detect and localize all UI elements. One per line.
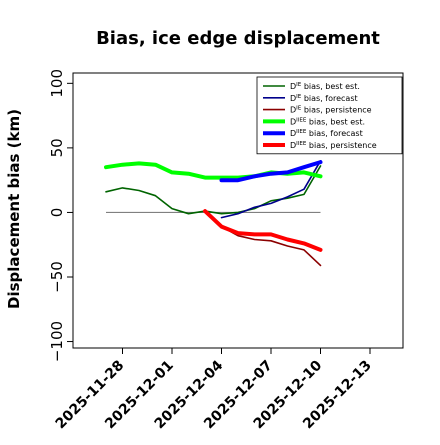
y-tick-label: 0 [48, 208, 66, 218]
legend-label-1: DIE bias, best est. [290, 82, 360, 91]
legend-label-6: DIIEE bias, persistence [290, 141, 377, 150]
plot-area [104, 160, 323, 267]
legend-box [256, 76, 403, 155]
series-line-6 [203, 209, 323, 252]
chart-title: Bias, ice edge displacement [96, 28, 380, 49]
plot-frame [72, 72, 404, 349]
legend-label-2: DIE bias, forecast [290, 94, 358, 103]
y-axis-label: Displacement bias (km) [5, 109, 23, 309]
y-tick-label: 50 [48, 138, 66, 157]
y-tick-label: 100 [48, 69, 66, 98]
legend: DIE bias, best est. DIE bias, forecast DIE… [256, 76, 403, 155]
legend-label-4: DIIEE bias, best est. [290, 117, 365, 126]
legend-label-5: DIIEE bias, forecast [290, 129, 363, 138]
legend-label-3: DIE bias, persistence [290, 106, 372, 115]
y-tick-label: −50 [48, 261, 66, 293]
series-line-2 [220, 160, 322, 219]
series-line-5 [219, 160, 323, 183]
y-tick-label: −100 [48, 321, 66, 362]
